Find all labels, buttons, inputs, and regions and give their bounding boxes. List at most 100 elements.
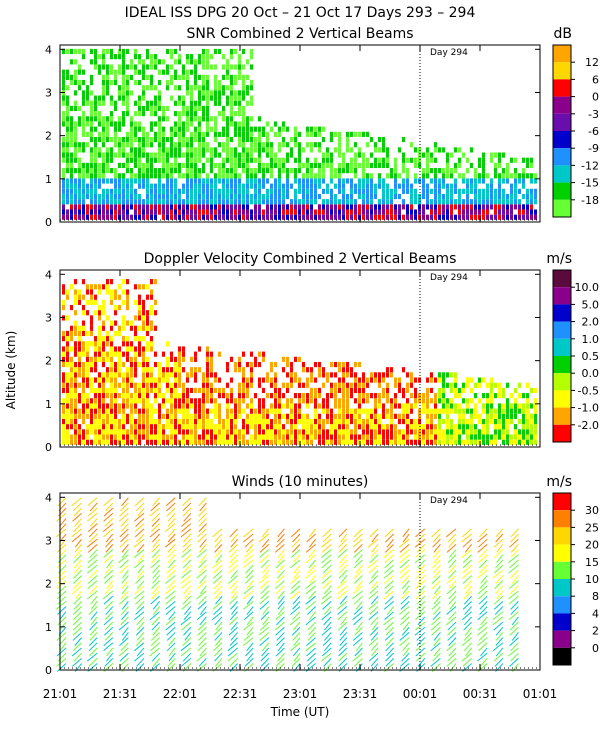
heatmap-cell [302,382,305,388]
heatmap-cell [290,147,293,153]
heatmap-cell [234,111,237,117]
heatmap-cell [90,214,93,220]
heatmap-cell [150,188,153,194]
heatmap-cell [402,183,405,189]
heatmap-cell [198,214,201,220]
heatmap-cell [290,424,293,430]
heatmap-cell [406,398,409,404]
heatmap-cell [206,131,209,137]
heatmap-cell [66,136,69,143]
heatmap-cell [158,116,161,122]
heatmap-cell [134,188,137,194]
heatmap-cell [366,382,369,388]
heatmap-cell [358,178,361,184]
heatmap-cell [346,214,349,220]
heatmap-cell [314,178,317,184]
heatmap-cell [506,178,509,184]
heatmap-cell [94,310,97,316]
wind-barb [133,512,145,522]
wind-barb [510,569,519,579]
heatmap-cell [102,382,105,388]
heatmap-cell [250,193,253,200]
heatmap-cell [486,204,489,210]
wind-barb [213,569,223,579]
heatmap-cell [70,356,73,362]
wind-barb [368,600,379,610]
heatmap-cell [62,330,65,337]
wind-barb [337,606,348,615]
heatmap-cell [290,199,293,205]
heatmap-cell [494,408,497,414]
heatmap-cell [386,439,389,445]
wind-barb [214,632,223,641]
wind-barb [448,647,457,657]
heatmap-cell [530,434,533,440]
heatmap-cell [318,439,321,445]
heatmap-cell [254,439,257,445]
wind-barb [463,616,472,626]
heatmap-cell [102,168,105,174]
wind-barb [121,544,129,553]
heatmap-cell [158,126,161,132]
wind-barb [121,601,129,610]
wind-barb [57,497,67,507]
heatmap-cell [126,413,129,419]
heatmap-cell [410,209,413,215]
wind-barb [445,528,457,538]
heatmap-cell [322,429,325,435]
heatmap-cell [366,204,369,210]
heatmap-cell [246,85,249,91]
heatmap-cell [342,439,345,445]
heatmap-cell [422,408,425,414]
heatmap-cell [198,413,201,419]
heatmap-cell [290,152,293,158]
wind-barb [368,637,379,646]
wind-barb [477,626,488,636]
heatmap-cell [474,204,477,210]
heatmap-cell [342,387,345,394]
heatmap-cell [146,382,149,388]
heatmap-cell [194,403,197,409]
heatmap-cell [426,393,429,399]
heatmap-cell [330,387,333,394]
heatmap-cell [234,439,237,445]
heatmap-cell [266,377,269,383]
heatmap-cell [402,429,405,435]
wind-barb [384,611,394,621]
heatmap-cell [246,147,249,153]
heatmap-cell [354,387,357,394]
heatmap-cell [502,204,505,210]
heatmap-cell [382,183,385,189]
heatmap-cell [226,69,229,75]
heatmap-cell [338,147,341,153]
heatmap-cell [354,418,357,425]
wind-barb [103,595,114,605]
heatmap-cell [134,111,137,117]
heatmap-cell [130,199,133,205]
heatmap-cell [194,356,197,362]
wind-barb [401,652,410,662]
y-tick-label: 1 [45,173,52,186]
heatmap-cell [166,147,169,153]
colorbar-label: -3 [588,108,599,121]
heatmap-cell [170,408,173,414]
heatmap-cell [146,54,149,60]
heatmap-cell [410,193,413,200]
heatmap-cell [246,377,249,383]
wind-barb [492,569,504,579]
heatmap-cell [242,168,245,174]
heatmap-cell [346,372,349,378]
wind-barb [277,590,285,600]
heatmap-cell [138,54,141,60]
heatmap-cell [290,372,293,378]
heatmap-cell [190,90,193,96]
heatmap-cell [482,418,485,425]
wind-barb [242,637,254,647]
heatmap-cell [118,126,121,132]
heatmap-cell [202,54,205,60]
heatmap-cell [86,408,89,414]
wind-barb [322,533,332,543]
heatmap-cell [502,439,505,445]
heatmap-cell [498,434,501,440]
heatmap-cell [110,351,113,357]
